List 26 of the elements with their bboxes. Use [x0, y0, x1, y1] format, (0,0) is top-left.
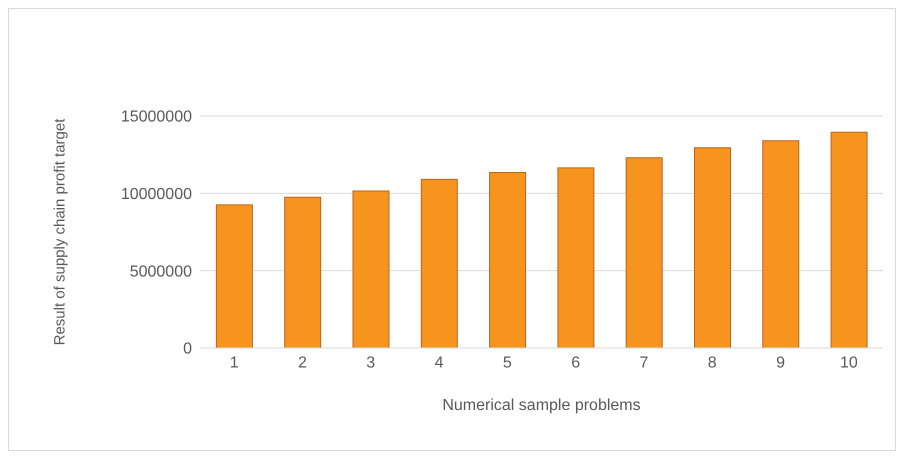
bar: [489, 172, 526, 348]
x-tick-label: 9: [776, 354, 786, 372]
bar: [557, 167, 594, 348]
bar: [626, 157, 663, 348]
y-tick-label: 5000000: [130, 263, 192, 280]
x-axis-title: Numerical sample problems: [442, 397, 641, 414]
bar: [216, 204, 253, 348]
x-tick-label: 6: [571, 354, 580, 372]
bar: [420, 178, 458, 348]
x-tick-label: 3: [366, 354, 376, 372]
x-tick-label: 2: [298, 354, 307, 372]
y-tick-label: 0: [183, 340, 192, 358]
y-tick-label: 15000000: [120, 108, 192, 126]
bar: [830, 132, 868, 348]
bar: [762, 140, 800, 348]
x-tick-label: 8: [708, 354, 717, 372]
bar: [694, 147, 731, 348]
bar: [352, 190, 390, 348]
x-tick-label: 7: [639, 354, 648, 372]
x-tick-label: 4: [434, 354, 444, 372]
y-tick-label: 10000000: [120, 186, 192, 204]
x-tick-label: 5: [502, 354, 512, 372]
y-axis-title: Result of supply chain profit target: [51, 118, 68, 346]
bar: [284, 196, 322, 348]
x-tick-label: 1: [230, 354, 239, 372]
x-tick-label: 10: [840, 354, 858, 372]
